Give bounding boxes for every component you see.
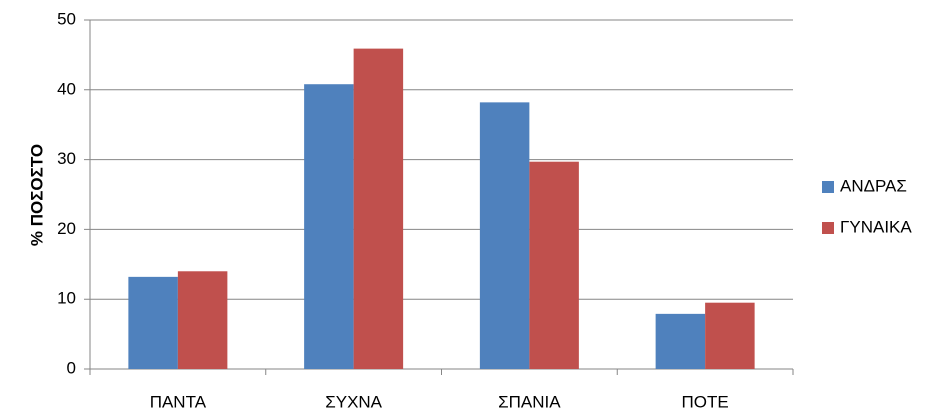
legend-swatch xyxy=(822,181,834,193)
bar xyxy=(705,302,755,369)
x-tick-label: ΠΟΤΕ xyxy=(682,392,729,411)
y-tick-label: 10 xyxy=(57,289,76,308)
y-tick-label: 40 xyxy=(57,79,76,98)
bar xyxy=(177,271,228,369)
x-tick-label: ΠΑΝΤΑ xyxy=(150,392,207,411)
y-axis-label: % ΠΟΣΟΣΤΟ xyxy=(27,144,46,246)
bar xyxy=(529,161,579,369)
bar xyxy=(353,48,404,369)
bar xyxy=(479,102,530,369)
legend-label: ΑΝΔΡΑΣ xyxy=(840,176,907,195)
bar xyxy=(655,313,706,369)
x-tick-label: ΣΥΧΝΑ xyxy=(325,392,382,411)
x-tick-label: ΣΠΑΝΙΑ xyxy=(498,392,561,411)
legend-label: ΓΥΝΑΙΚΑ xyxy=(840,217,912,236)
bar xyxy=(304,84,354,369)
y-tick-label: 0 xyxy=(67,358,76,377)
y-tick-label: 30 xyxy=(57,149,76,168)
y-tick-label: 20 xyxy=(57,219,76,238)
y-tick-label: 50 xyxy=(57,9,76,28)
bar xyxy=(128,276,178,369)
legend-swatch xyxy=(822,222,834,234)
